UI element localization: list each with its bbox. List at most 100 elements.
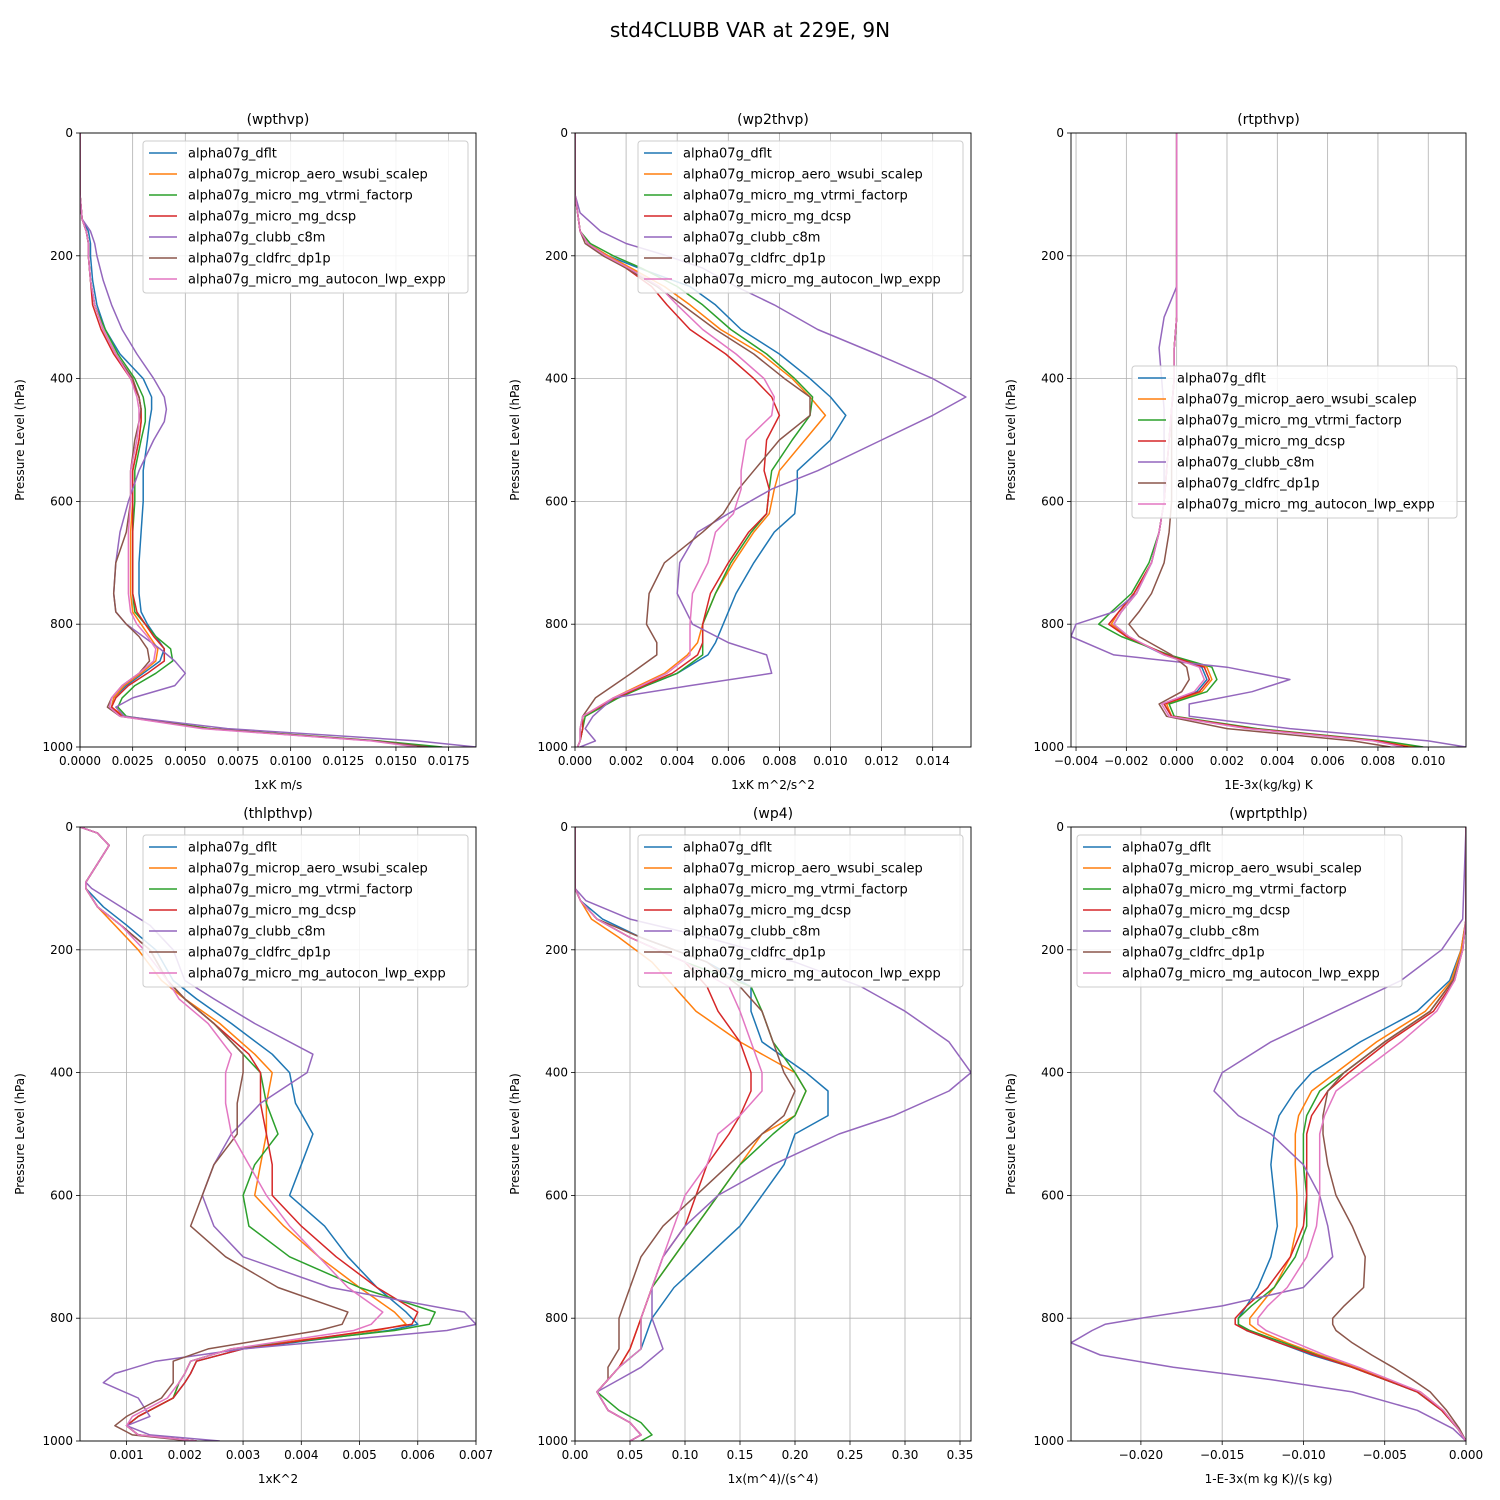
legend-label: alpha07g_micro_mg_autocon_lwp_expp	[188, 967, 446, 982]
legend-label: alpha07g_micro_mg_autocon_lwp_expp	[683, 273, 941, 288]
legend-label: alpha07g_clubb_c8m	[188, 231, 325, 246]
legend-box	[1076, 834, 1403, 988]
y-tick-label: 1000	[42, 740, 73, 754]
x-tick-label: 0.006	[711, 754, 745, 768]
y-tick-label: 800	[1041, 1311, 1064, 1325]
legend-label: alpha07g_dflt	[1177, 372, 1266, 387]
x-tick-label: 0.000	[558, 754, 592, 768]
axes-frame	[79, 132, 477, 748]
x-tick-label: −0.004	[1054, 754, 1098, 768]
x-tick-label: −0.002	[1104, 754, 1148, 768]
y-tick-label: 0	[560, 126, 568, 140]
legend-label: alpha07g_clubb_c8m	[683, 925, 820, 940]
y-axis-label: Pressure Level (hPa)	[508, 379, 522, 501]
x-tick-label: 0.008	[762, 754, 796, 768]
legend-item: alpha07g_microp_aero_wsubi_scalep	[1083, 862, 1362, 877]
legend-label: alpha07g_micro_mg_dcsp	[683, 904, 851, 919]
legend-item: alpha07g_micro_mg_autocon_lwp_expp	[644, 967, 941, 982]
legend-box	[637, 834, 964, 988]
x-tick-label: 0.05	[617, 1448, 644, 1462]
legend-item: alpha07g_dflt	[644, 841, 772, 856]
series-line-alpha07g_micro_mg_autocon_lwp_expp	[1257, 827, 1466, 1441]
x-axis-label: 1E-3x(kg/kg) K	[1224, 778, 1314, 792]
x-tick-label: 0.006	[401, 1448, 435, 1462]
y-tick-label: 800	[50, 617, 73, 631]
x-axis-label: 1xK^2	[258, 1472, 298, 1486]
legend-item: alpha07g_clubb_c8m	[149, 925, 325, 940]
x-tick-label: 0.010	[1411, 754, 1445, 768]
legend-item: alpha07g_micro_mg_vtrmi_factorp	[1083, 883, 1347, 898]
y-tick-label: 400	[50, 372, 73, 386]
series-line-alpha07g_micro_mg_dcsp	[1234, 827, 1466, 1441]
figure-title: std4CLUBB VAR at 229E, 9N	[610, 18, 890, 42]
x-tick-label: 0.014	[915, 754, 949, 768]
y-axis-label: Pressure Level (hPa)	[1004, 1073, 1018, 1195]
legend-label: alpha07g_micro_mg_dcsp	[188, 904, 356, 919]
x-tick-label: 0.012	[864, 754, 898, 768]
legend-label: alpha07g_dflt	[683, 147, 772, 162]
y-tick-label: 1000	[1033, 740, 1064, 754]
legend-item: alpha07g_micro_mg_autocon_lwp_expp	[1138, 498, 1435, 513]
series-group	[80, 133, 476, 747]
x-tick-label: 0.0125	[322, 754, 364, 768]
legend-item: alpha07g_micro_mg_vtrmi_factorp	[149, 189, 413, 204]
legend-item: alpha07g_dflt	[149, 147, 277, 162]
x-tick-label: 0.004	[660, 754, 694, 768]
x-tick-label: 0.35	[947, 1448, 974, 1462]
legend-label: alpha07g_micro_mg_autocon_lwp_expp	[1177, 498, 1435, 513]
legend-label: alpha07g_micro_mg_autocon_lwp_expp	[683, 967, 941, 982]
legend: alpha07g_dflt alpha07g_microp_aero_wsubi_…	[1076, 834, 1403, 988]
chart-title: (rtpthvp)	[1237, 112, 1300, 128]
series-line-alpha07g_cldfrc_dp1p	[1322, 827, 1466, 1441]
y-tick-label: 200	[545, 249, 568, 263]
y-tick-label: 200	[1041, 943, 1064, 957]
x-tick-label: 0.10	[672, 1448, 699, 1462]
x-tick-label: 0.20	[782, 1448, 809, 1462]
y-tick-label: 200	[545, 943, 568, 957]
x-tick-label: −0.020	[1119, 1448, 1163, 1462]
legend-item: alpha07g_micro_mg_vtrmi_factorp	[149, 883, 413, 898]
series-line-alpha07g_microp_aero_wsubi_scalep	[575, 133, 827, 747]
legend-label: alpha07g_micro_mg_autocon_lwp_expp	[188, 273, 446, 288]
y-tick-label: 600	[1041, 1188, 1064, 1202]
legend-item: alpha07g_clubb_c8m	[644, 925, 820, 940]
x-tick-label: 0.010	[813, 754, 847, 768]
legend-label: alpha07g_micro_mg_vtrmi_factorp	[683, 189, 908, 204]
y-tick-label: 0	[1056, 820, 1064, 834]
legend-label: alpha07g_cldfrc_dp1p	[683, 252, 826, 267]
y-axis-label: Pressure Level (hPa)	[13, 379, 27, 501]
legend-item: alpha07g_micro_mg_dcsp	[149, 210, 356, 225]
legend-item: alpha07g_dflt	[149, 841, 277, 856]
x-tick-label: 0.002	[609, 754, 643, 768]
legend-label: alpha07g_micro_mg_vtrmi_factorp	[1177, 414, 1402, 429]
axes-frame	[1070, 132, 1467, 748]
legend-item: alpha07g_micro_mg_dcsp	[1138, 435, 1345, 450]
legend-item: alpha07g_clubb_c8m	[149, 231, 325, 246]
legend-label: alpha07g_micro_mg_dcsp	[188, 210, 356, 225]
x-tick-label: 0.000	[1159, 754, 1193, 768]
series-group	[80, 827, 476, 1441]
x-tick-label: 0.000	[1449, 1448, 1483, 1462]
axes-frame	[574, 132, 972, 748]
legend-label: alpha07g_micro_mg_vtrmi_factorp	[683, 883, 908, 898]
y-tick-label: 600	[545, 1188, 568, 1202]
legend-item: alpha07g_dflt	[1083, 841, 1211, 856]
legend-item: alpha07g_cldfrc_dp1p	[1138, 477, 1320, 492]
chart-title: (wp2thvp)	[737, 112, 809, 128]
y-tick-label: 800	[50, 1311, 73, 1325]
x-axis-label: 1xK m/s	[254, 778, 302, 792]
legend-box	[142, 834, 469, 988]
legend-label: alpha07g_cldfrc_dp1p	[683, 946, 826, 961]
y-tick-label: 800	[545, 1311, 568, 1325]
legend-item: alpha07g_microp_aero_wsubi_scalep	[644, 168, 923, 183]
y-tick-label: 1000	[537, 1434, 568, 1448]
y-tick-label: 400	[545, 1066, 568, 1080]
y-tick-label: 800	[545, 617, 568, 631]
y-tick-label: 400	[50, 1066, 73, 1080]
legend-item: alpha07g_cldfrc_dp1p	[149, 252, 331, 267]
chart-title: (wpthvp)	[247, 112, 310, 128]
series-line-alpha07g_micro_mg_vtrmi_factorp	[575, 133, 814, 747]
legend-label: alpha07g_dflt	[683, 841, 772, 856]
series-line-alpha07g_dflt	[80, 133, 439, 747]
legend-item: alpha07g_clubb_c8m	[1138, 456, 1314, 471]
